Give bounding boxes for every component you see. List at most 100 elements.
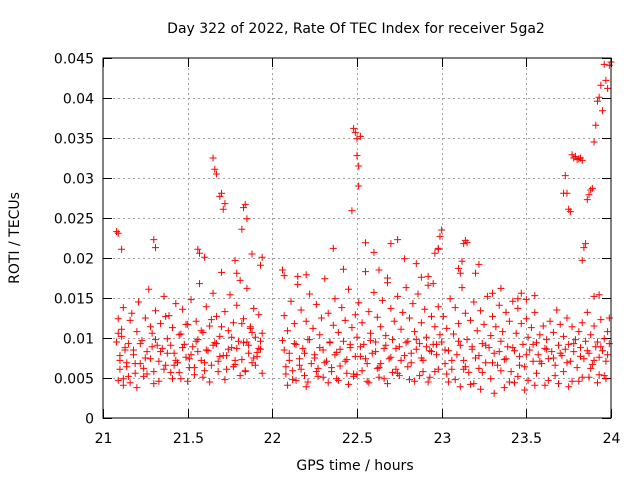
data-point <box>306 290 314 298</box>
data-point <box>450 330 458 338</box>
data-point <box>392 344 400 352</box>
data-point <box>158 344 166 352</box>
data-point <box>146 323 154 331</box>
data-point <box>436 331 444 339</box>
data-point <box>460 356 468 364</box>
data-point <box>150 380 158 388</box>
data-point <box>573 156 581 164</box>
data-point <box>324 379 332 387</box>
data-point <box>182 320 190 328</box>
data-point <box>582 240 590 248</box>
data-point <box>394 236 402 244</box>
data-point <box>605 61 613 69</box>
data-point <box>597 316 605 324</box>
data-point <box>460 240 468 248</box>
data-point <box>297 365 305 373</box>
data-point <box>339 337 347 345</box>
data-point <box>551 372 559 380</box>
data-point <box>488 312 496 320</box>
data-point <box>233 344 241 352</box>
data-point <box>113 338 121 346</box>
data-point <box>221 200 229 208</box>
data-point <box>412 336 420 344</box>
data-point <box>561 345 569 353</box>
data-point <box>385 355 393 363</box>
data-point <box>294 272 302 280</box>
data-point <box>497 284 505 292</box>
data-point <box>302 383 310 391</box>
data-point <box>487 332 495 340</box>
data-point <box>487 375 495 383</box>
data-point <box>444 378 452 386</box>
data-point <box>497 367 505 375</box>
data-point <box>301 349 309 357</box>
data-point <box>370 248 378 256</box>
data-point <box>304 378 312 386</box>
data-point <box>571 336 579 344</box>
data-point <box>505 378 513 386</box>
data-point <box>216 352 224 360</box>
y-axis-label: ROTI / TECUs <box>7 192 23 284</box>
data-point <box>500 356 508 364</box>
data-point <box>143 348 151 356</box>
data-point <box>417 319 425 327</box>
data-point <box>392 365 400 373</box>
data-point <box>527 324 535 332</box>
data-point <box>361 268 369 276</box>
data-point <box>463 336 471 344</box>
data-point <box>339 265 347 273</box>
data-point <box>119 304 127 312</box>
data-point <box>321 359 329 367</box>
data-point <box>295 361 303 369</box>
data-point <box>473 327 481 335</box>
data-point <box>238 225 246 233</box>
data-point <box>280 346 288 354</box>
data-point <box>543 345 551 353</box>
data-point <box>465 368 473 376</box>
data-point <box>287 297 295 305</box>
y-tick-label: 0.015 <box>54 292 94 308</box>
data-point <box>539 322 547 330</box>
data-point <box>234 337 242 345</box>
data-point <box>587 186 595 194</box>
data-point <box>424 272 432 280</box>
data-point <box>329 321 337 329</box>
data-point <box>600 335 608 343</box>
data-point <box>416 340 424 348</box>
data-point <box>595 291 603 299</box>
data-point <box>524 376 532 384</box>
x-tick-label: 24 <box>603 431 621 447</box>
data-point <box>212 170 220 178</box>
data-point <box>517 289 525 297</box>
data-point <box>463 239 471 247</box>
data-point <box>455 320 463 328</box>
data-point <box>207 316 215 324</box>
data-point <box>456 269 464 277</box>
data-point <box>436 232 444 240</box>
data-point <box>231 256 239 264</box>
data-point <box>380 344 388 352</box>
data-point <box>194 348 202 356</box>
data-point <box>343 356 351 364</box>
data-point <box>495 301 503 309</box>
data-point <box>461 309 469 317</box>
data-point <box>497 337 505 345</box>
data-point <box>123 359 131 367</box>
data-point <box>290 340 298 348</box>
data-point <box>204 347 212 355</box>
data-point <box>570 348 578 356</box>
data-point <box>532 339 540 347</box>
data-point <box>565 340 573 348</box>
data-point <box>455 337 463 345</box>
data-point <box>441 346 449 354</box>
data-point <box>216 192 224 200</box>
data-point <box>333 375 341 383</box>
data-point <box>422 343 430 351</box>
data-point <box>245 341 253 349</box>
data-point <box>175 368 183 376</box>
data-point <box>555 380 563 388</box>
data-point <box>258 369 266 377</box>
y-tick-label: 0.025 <box>54 212 94 228</box>
x-tick-label: 23 <box>434 431 452 447</box>
data-point <box>361 355 369 363</box>
